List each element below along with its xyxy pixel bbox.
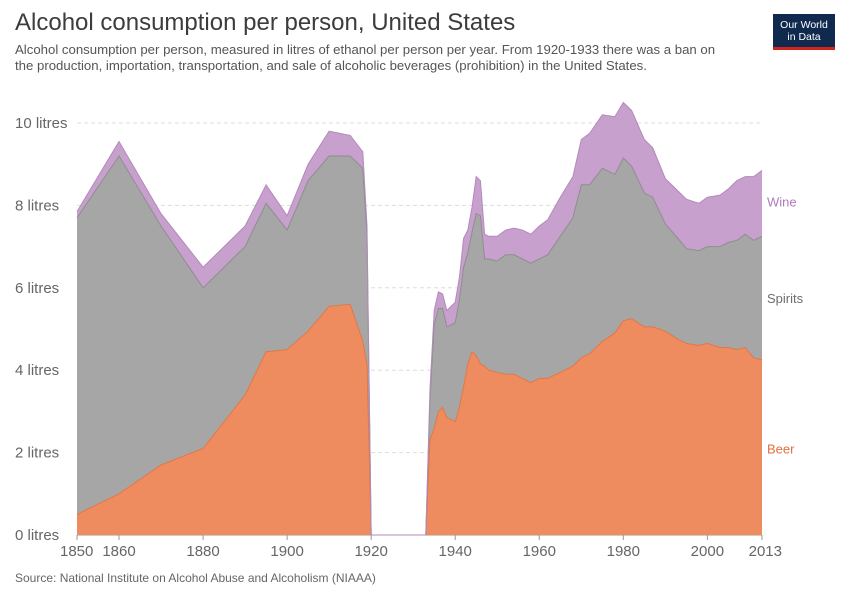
series-label-spirits: Spirits <box>767 291 804 306</box>
series-labels: Beer Spirits Wine <box>767 194 804 456</box>
x-tick-label: 1960 <box>523 543 556 560</box>
area-edge-wine <box>76 101 763 536</box>
x-tick-label: 1980 <box>607 543 640 560</box>
x-tick-label: 2000 <box>691 543 724 560</box>
y-tick-label: 2 litres <box>15 445 59 462</box>
y-tick-label: 0 litres <box>15 527 59 544</box>
x-tick-label: 1850 <box>60 543 93 560</box>
y-tick-label: 6 litres <box>15 280 59 297</box>
x-tick-label: 1920 <box>354 543 387 560</box>
x-tick-label: 1860 <box>102 543 135 560</box>
area-spirits[interactable] <box>77 156 762 535</box>
y-tick-label: 4 litres <box>15 362 59 379</box>
y-tick-label: 10 litres <box>15 115 68 132</box>
source-note: Source: National Institute on Alcohol Ab… <box>15 571 376 585</box>
area-edge-beer <box>76 303 763 536</box>
area-edge-spirits <box>76 155 763 536</box>
y-axis-ticks: 0 litres 2 litres 4 litres 6 litres 8 litres… <box>15 115 68 544</box>
logo-line-1: Our World <box>780 19 828 31</box>
series-label-wine: Wine <box>767 194 797 209</box>
x-tick-label: 1880 <box>186 543 219 560</box>
series-label-beer: Beer <box>767 441 795 456</box>
x-axis-ticks: 1850 1860 1880 1900 1920 1940 1960 1980 2000 2013 <box>60 535 782 560</box>
x-tick-label: 2013 <box>749 543 782 560</box>
chart-title: Alcohol consumption per person, United S… <box>15 9 516 36</box>
y-tick-label: 8 litres <box>15 197 59 214</box>
owid-logo[interactable]: Our World in Data <box>773 14 835 50</box>
series-areas <box>76 101 763 536</box>
chart-subtitle: Alcohol consumption per person, measured… <box>15 42 716 73</box>
x-tick-label: 1940 <box>439 543 472 560</box>
area-beer[interactable] <box>77 304 762 535</box>
logo-line-2: in Data <box>787 31 821 43</box>
x-tick-label: 1900 <box>270 543 303 560</box>
